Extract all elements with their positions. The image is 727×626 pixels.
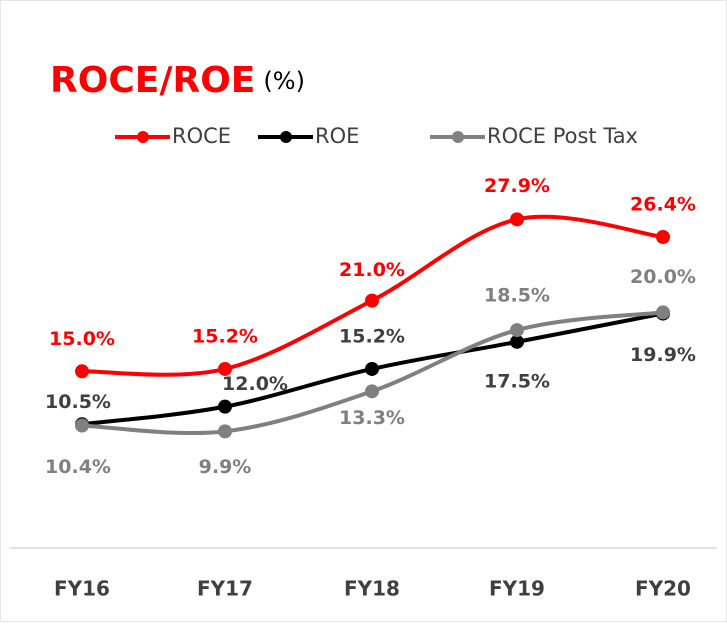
data-point: [218, 399, 232, 414]
legend-marker: [280, 131, 292, 143]
x-tick-label: FY17: [197, 577, 253, 601]
data-point: [75, 364, 89, 379]
data-label: 27.9%: [484, 175, 550, 197]
title-text: ROCE/ROE: [50, 60, 255, 101]
data-label: 15.0%: [49, 328, 115, 350]
data-point: [510, 212, 524, 227]
data-label: 20.0%: [630, 266, 696, 288]
data-point: [365, 361, 379, 376]
data-label: 15.2%: [192, 325, 258, 347]
data-point: [656, 305, 670, 320]
x-tick-label: FY16: [54, 577, 110, 601]
data-label: 9.9%: [199, 456, 252, 478]
data-point: [218, 361, 232, 376]
data-label: 18.5%: [484, 285, 550, 307]
data-label: 17.5%: [484, 370, 550, 392]
data-point: [218, 424, 232, 439]
data-label: 15.2%: [339, 325, 405, 347]
x-tick-label: FY19: [489, 577, 545, 601]
legend-marker: [137, 131, 149, 143]
data-label: 10.4%: [45, 456, 111, 478]
x-tick-label: FY18: [344, 577, 400, 601]
data-label: 10.5%: [45, 391, 111, 413]
data-point: [510, 323, 524, 338]
data-label: 19.9%: [630, 344, 696, 366]
chart-title: ROCE/ROE (%): [50, 60, 305, 101]
legend-marker: [452, 131, 464, 143]
data-point: [75, 418, 89, 433]
data-point: [365, 384, 379, 399]
data-label: 26.4%: [630, 194, 696, 216]
subtitle: (%): [263, 67, 305, 95]
data-point: [365, 293, 379, 308]
data-label: 13.3%: [339, 407, 405, 429]
x-tick-label: FY20: [635, 577, 691, 601]
data-label: 21.0%: [339, 259, 405, 281]
data-point: [656, 230, 670, 245]
data-label: 12.0%: [222, 373, 288, 395]
data-point: [510, 334, 524, 349]
legend-label: ROCE Post Tax: [487, 124, 638, 148]
legend-label: ROCE: [172, 124, 231, 148]
legend-label: ROE: [315, 124, 359, 148]
